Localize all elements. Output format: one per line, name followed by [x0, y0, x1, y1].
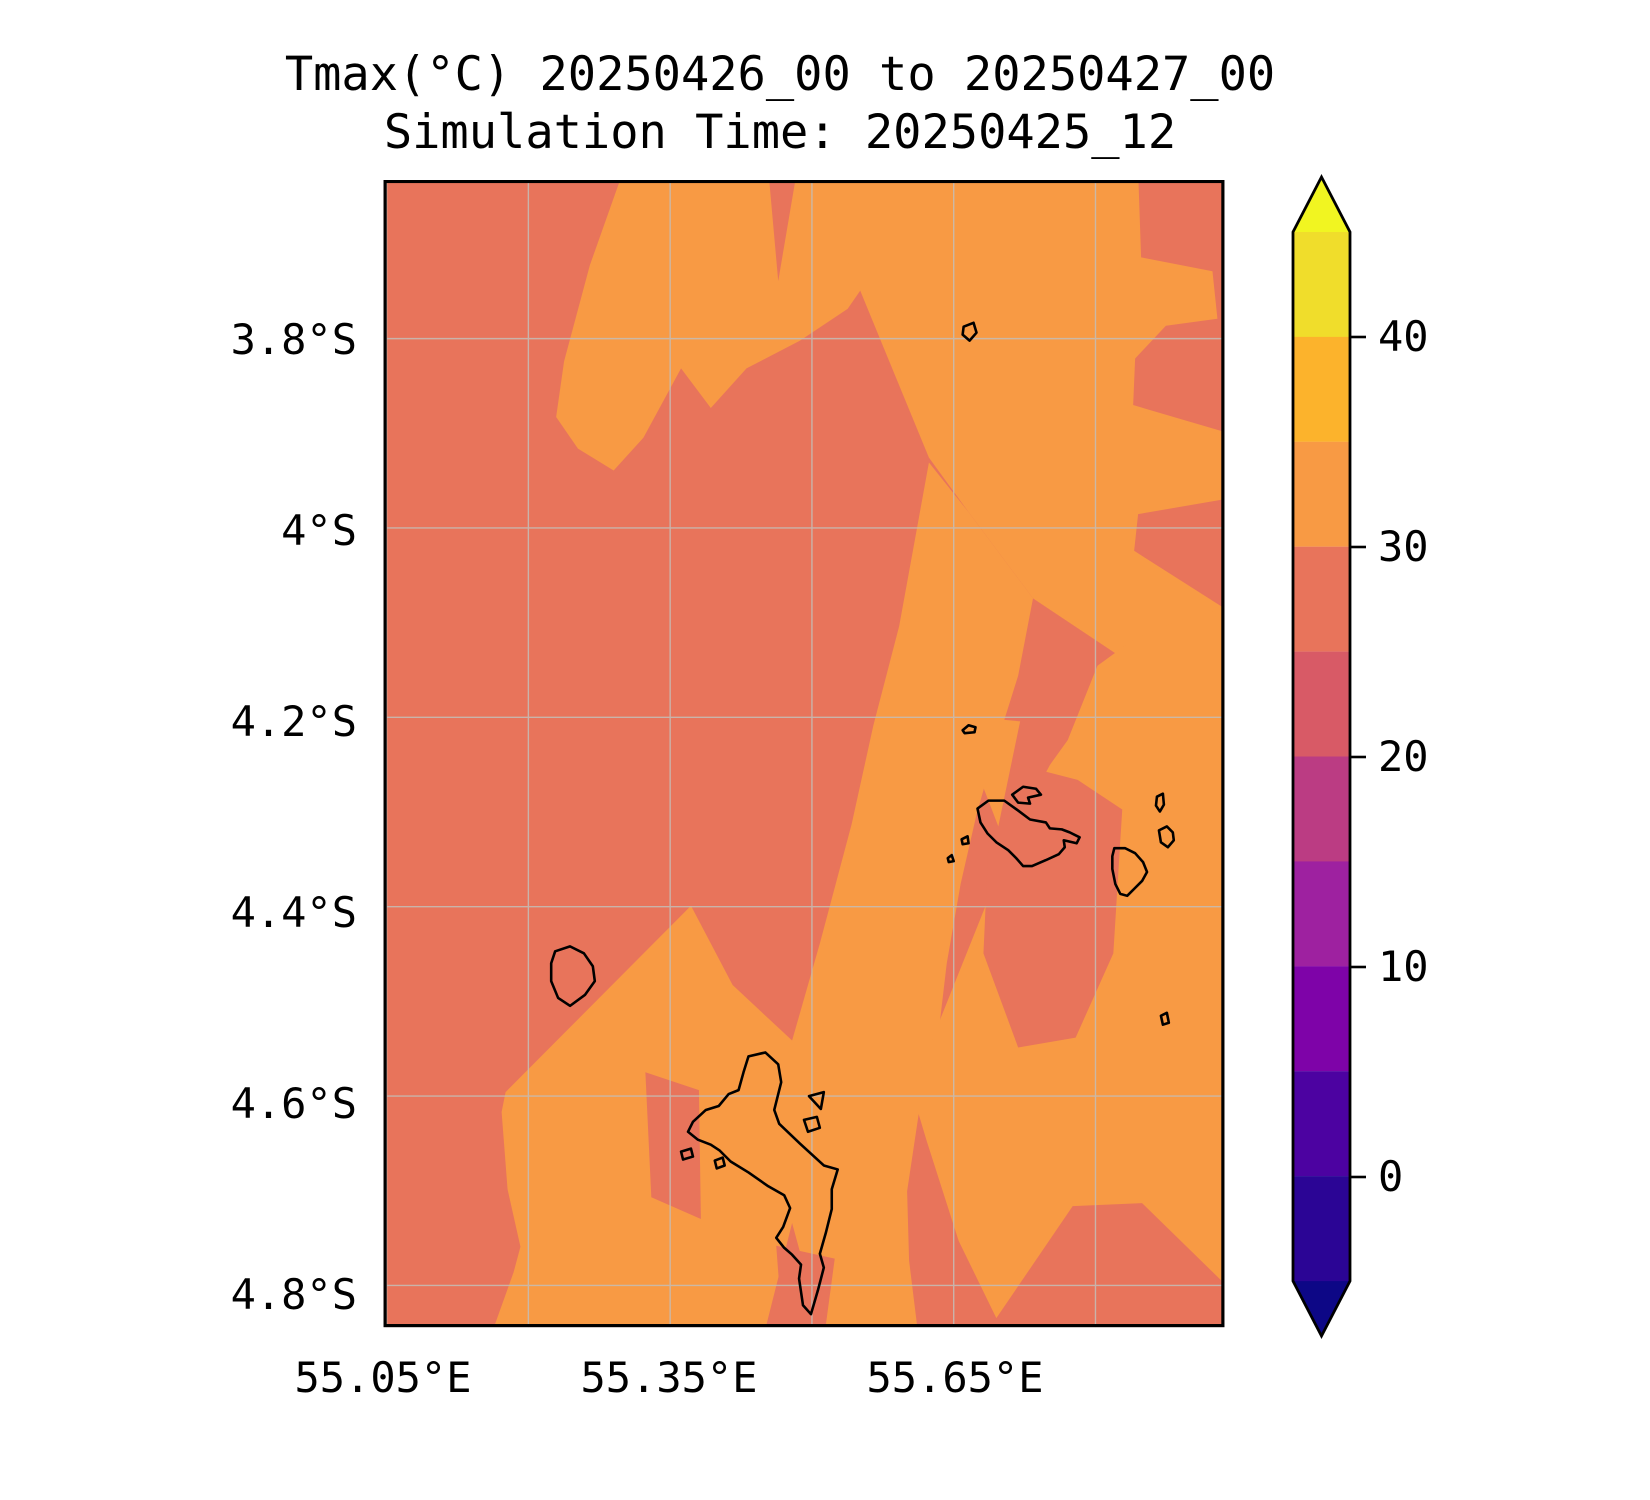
fregate-islet-outline — [1159, 1011, 1171, 1026]
cousin-islet-outline — [960, 835, 970, 846]
colorbar-band-20-25 — [1293, 651, 1350, 757]
colorbar-band-0-5 — [1293, 1071, 1350, 1177]
salmon-pocket-praslin — [983, 759, 1123, 1048]
colorbar-band-5-10 — [1293, 966, 1350, 1072]
cb-tick-0: 0 — [1378, 1152, 1404, 1201]
figure-title: Tmax(°C) 20250426_00 to 20250427_00 — [284, 47, 1276, 102]
x-tick-55.05E: 55.05°E — [294, 1353, 472, 1402]
therese-islet-outline — [713, 1156, 726, 1170]
cb-tick-30: 30 — [1378, 522, 1429, 571]
y-tick-4.8S: 4.8°S — [230, 1270, 357, 1319]
cousine-islet-outline — [946, 853, 955, 864]
colorbar-band-15-20 — [1293, 756, 1350, 862]
colorbar-lower-arrow — [1293, 1281, 1350, 1336]
aride-island-outline — [961, 723, 977, 735]
marianne-islet-outline — [1157, 825, 1176, 849]
orange-wedge-praslin-west — [955, 715, 1021, 827]
colorbar-bands — [1293, 232, 1350, 1282]
colorbar-band-40-45 — [1293, 232, 1350, 337]
conception-islet-outline — [679, 1147, 695, 1161]
mahe-island-outline — [686, 1051, 839, 1316]
cb-tick-20: 20 — [1378, 732, 1429, 781]
colorbar-tick-marks — [1350, 335, 1366, 1179]
cerf-islet-outline — [802, 1115, 822, 1134]
la-digue-island-outline — [1111, 846, 1149, 898]
ste-anne-islet-outline — [807, 1090, 826, 1111]
colorbar-band-30-35 — [1293, 441, 1350, 547]
coastlines — [549, 321, 1176, 1316]
map-border-frame — [383, 180, 1225, 1328]
y-tick-4.2S: 4.2°S — [230, 697, 357, 746]
colorbar-upper-arrow — [1293, 177, 1350, 232]
figure-subtitle: Simulation Time: 20250425_12 — [383, 105, 1177, 160]
praslin-island-outline — [976, 799, 1081, 868]
y-tick-4.6S: 4.6°S — [230, 1079, 357, 1128]
silhouette-island-outline — [549, 945, 597, 1008]
curieuse-island-outline — [1010, 785, 1043, 805]
denis-islet-outline — [961, 321, 978, 342]
salmon-pocket-west-of-mahe — [645, 1072, 701, 1220]
y-tick-3.8S: 3.8°S — [230, 315, 357, 364]
x-tick-55.35E: 55.35°E — [580, 1353, 758, 1402]
cb-tick-10: 10 — [1378, 942, 1429, 991]
orange-region-north-center — [556, 180, 899, 471]
colorbar-band-neg5-0 — [1293, 1176, 1350, 1282]
y-tick-4.4S: 4.4°S — [230, 888, 357, 937]
cb-tick-40: 40 — [1378, 312, 1429, 361]
map-plot-area — [383, 180, 1225, 1328]
orange-region-band-and-southwest — [494, 462, 1034, 1326]
orange-region-northeast — [803, 180, 1225, 668]
x-tick-55.65E: 55.65°E — [866, 1353, 1044, 1402]
y-tick-4S: 4°S — [281, 506, 357, 555]
colorbar-band-35-40 — [1293, 336, 1350, 442]
colorbar-band-25-30 — [1293, 546, 1350, 652]
colorbar — [1291, 173, 1366, 1340]
colorbar-band-10-15 — [1293, 861, 1350, 967]
felicite-islet-outline — [1154, 792, 1166, 813]
colorbar-outline — [1291, 173, 1352, 1340]
